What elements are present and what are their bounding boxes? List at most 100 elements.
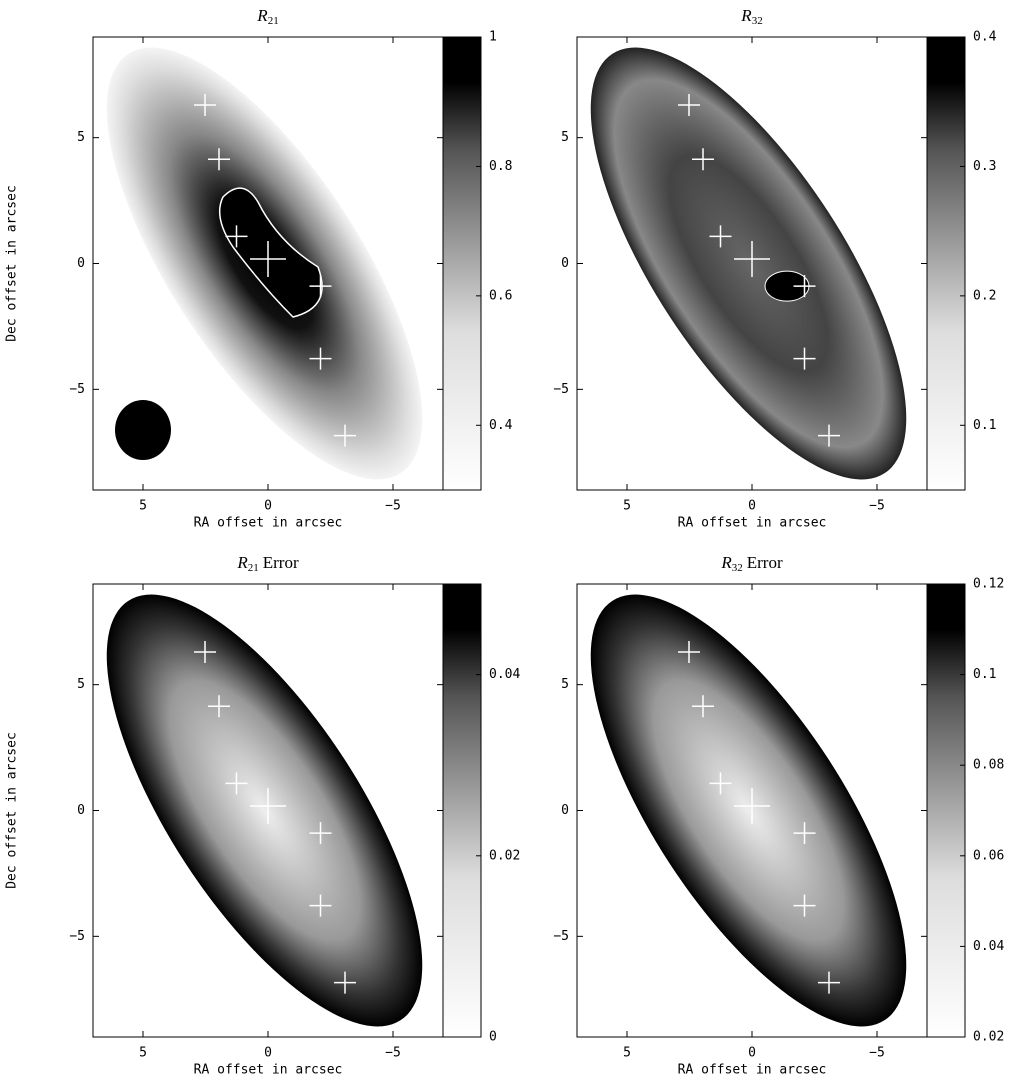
colorbar: [926, 36, 966, 491]
colorbar-tick-label: 0.06: [973, 848, 1004, 863]
marker-cross: [793, 894, 816, 917]
x-tick-label: 5: [139, 499, 147, 514]
marker-cross: [818, 424, 840, 447]
y-tick-label: 5: [77, 677, 85, 692]
y-tick-label: 0: [561, 256, 569, 271]
colorbar: [442, 36, 482, 491]
marker-cross: [208, 695, 230, 718]
colorbar-tick-label: 0.02: [489, 848, 520, 863]
y-tick-label: 5: [561, 130, 569, 145]
y-tick-label: 0: [561, 803, 569, 818]
colorbar-tick-label: 0.4: [489, 418, 513, 433]
marker-cross: [225, 772, 248, 795]
colorbar-tick-label: 0.2: [973, 288, 996, 303]
y-axis-label: Dec offset in arcsec: [5, 185, 20, 342]
panel-title: R21: [256, 6, 278, 27]
colorbar-tick-label: 0.4: [973, 30, 997, 45]
marker-cross: [793, 275, 816, 298]
colorbar-tick-label: 0.6: [489, 288, 512, 303]
x-tick-label: 0: [264, 1046, 272, 1061]
x-tick-label: 5: [623, 1046, 631, 1061]
marker-cross: [793, 822, 816, 845]
map: [106, 594, 423, 1027]
marker-cross: [194, 93, 216, 116]
marker-cross: [250, 240, 286, 277]
colorbar-tick-label: 1: [489, 30, 497, 45]
colorbar: [442, 583, 482, 1038]
x-axis-label: RA offset in arcsec: [194, 1063, 343, 1078]
x-axis-label: RA offset in arcsec: [678, 1063, 827, 1078]
title-suffix: Error: [263, 553, 299, 572]
y-tick-label: −5: [553, 929, 569, 944]
title-subscript: 21: [248, 562, 259, 574]
x-axis-label: RA offset in arcsec: [678, 516, 827, 531]
panel-title: R21 Error: [236, 553, 299, 574]
colorbar-tick-label: 0.8: [489, 159, 512, 174]
map: [590, 47, 907, 480]
y-tick-label: 5: [77, 130, 85, 145]
x-tick-label: 0: [748, 499, 756, 514]
y-tick-label: 0: [77, 256, 85, 271]
colorbar-tick-label: 0.1: [973, 667, 996, 682]
marker-cross: [250, 787, 286, 824]
marker-cross: [692, 695, 714, 718]
title-symbol: R: [256, 6, 268, 25]
emission-map: [590, 594, 907, 1027]
marker-cross: [309, 894, 332, 917]
title-subscript: 32: [732, 562, 743, 574]
x-tick-label: −5: [869, 499, 885, 514]
marker-cross: [225, 225, 248, 248]
panel-title: R32 Error: [720, 553, 783, 574]
colorbar: [926, 583, 966, 1038]
y-axis-label: Dec offset in arcsec: [5, 732, 20, 889]
emission-map: [590, 47, 907, 480]
emission-core: [218, 187, 323, 318]
marker-cross: [678, 93, 700, 116]
x-tick-label: −5: [385, 499, 401, 514]
colorbar-tick-label: 0.3: [973, 159, 996, 174]
marker-cross: [818, 971, 840, 994]
marker-cross: [709, 772, 732, 795]
panel-title: R32: [740, 6, 762, 27]
x-tick-label: −5: [869, 1046, 885, 1061]
marker-cross: [309, 275, 332, 298]
x-tick-label: 5: [623, 499, 631, 514]
colorbar-tick-label: 0: [489, 1030, 497, 1045]
emission-map: [106, 594, 423, 1027]
title-symbol: R: [740, 6, 752, 25]
title-symbol: R: [236, 553, 248, 572]
map: [106, 47, 423, 480]
y-tick-label: −5: [69, 929, 85, 944]
colorbar-tick-label: 0.08: [973, 758, 1004, 773]
x-tick-label: 0: [264, 499, 272, 514]
marker-cross: [709, 225, 732, 248]
marker-cross: [194, 640, 216, 663]
y-tick-label: 0: [77, 803, 85, 818]
marker-cross: [309, 347, 332, 370]
y-tick-label: −5: [553, 382, 569, 397]
colorbar-tick-label: 0.04: [973, 939, 1004, 954]
colorbar-tick-label: 0.12: [973, 577, 1004, 592]
marker-cross: [734, 787, 770, 824]
marker-cross: [208, 148, 230, 171]
title-subscript: 21: [268, 15, 279, 27]
x-tick-label: −5: [385, 1046, 401, 1061]
colorbar-tick-label: 0.1: [973, 418, 996, 433]
x-axis-label: RA offset in arcsec: [194, 516, 343, 531]
marker-cross: [692, 148, 714, 171]
marker-cross: [334, 424, 356, 447]
colorbar-tick-label: 0.02: [973, 1030, 1004, 1045]
colorbar-tick-label: 0.04: [489, 667, 520, 682]
marker-cross: [678, 640, 700, 663]
marker-cross: [734, 240, 770, 277]
title-subscript: 32: [752, 15, 763, 27]
map: [590, 594, 907, 1027]
title-suffix: Error: [747, 553, 783, 572]
y-tick-label: −5: [69, 382, 85, 397]
beam: [115, 400, 171, 460]
marker-cross: [334, 971, 356, 994]
x-tick-label: 0: [748, 1046, 756, 1061]
x-tick-label: 5: [139, 1046, 147, 1061]
title-symbol: R: [720, 553, 732, 572]
